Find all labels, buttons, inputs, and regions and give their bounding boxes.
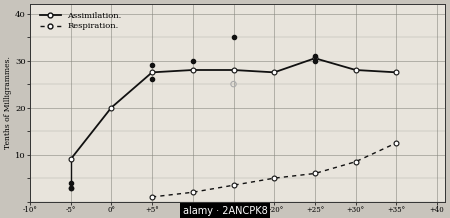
Point: [311, 59, 319, 62]
Point: [311, 54, 319, 58]
Point: [67, 181, 74, 185]
Text: alamy · 2ANCPK8: alamy · 2ANCPK8: [183, 206, 267, 216]
Point: [148, 78, 156, 81]
Point: [67, 186, 74, 189]
Point: [189, 59, 196, 62]
Y-axis label: Tenths of Milligrammes.: Tenths of Milligrammes.: [4, 56, 12, 149]
Point: [230, 35, 237, 39]
Point: [148, 64, 156, 67]
Legend: Assimilation., Respiration.: Assimilation., Respiration.: [38, 10, 123, 32]
Point: [230, 82, 237, 86]
Point: [67, 186, 74, 189]
